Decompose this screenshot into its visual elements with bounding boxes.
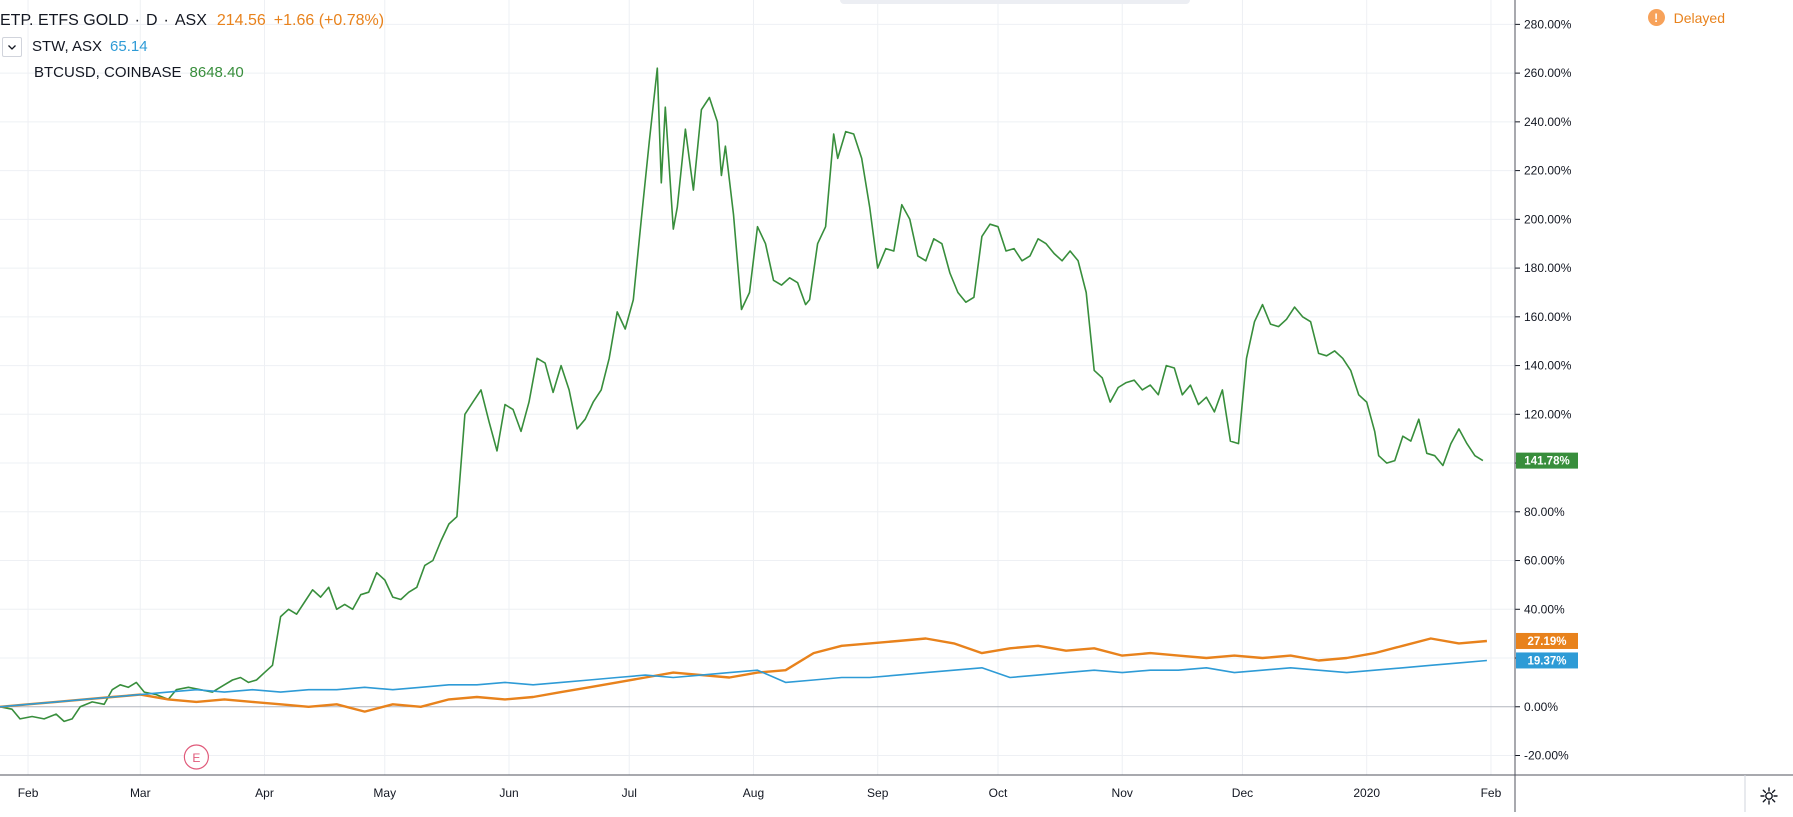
main-change: +1.66 (+0.78%) [273, 12, 385, 29]
legend: ETP. ETFS GOLD · D · ASX 214.56 +1.66 (+… [0, 8, 384, 86]
grid [0, 0, 1515, 775]
x-tick-label: Nov [1112, 786, 1133, 800]
top-toolbar-handle[interactable] [840, 0, 1190, 4]
last-value-label-stw: 19.37% [1527, 655, 1566, 667]
x-tick-label: Apr [255, 786, 274, 800]
main-price: 214.56 [216, 12, 266, 29]
y-tick-label: 260.00% [1524, 66, 1572, 80]
series-line-btc[interactable] [0, 67, 1484, 723]
legend-separator: · [163, 12, 169, 29]
last-value-label-gold: 27.19% [1527, 636, 1566, 648]
last-value-badge-btc [1516, 452, 1578, 469]
earnings-event-marker[interactable] [183, 744, 209, 770]
delayed-label: Delayed [1673, 9, 1725, 26]
y-tick-label: 120.00% [1524, 407, 1572, 421]
compare-symbol-btc[interactable]: BTCUSD, COINBASE [34, 64, 182, 81]
x-tick-label: 2020 [1353, 786, 1380, 800]
series-line-stw[interactable] [0, 659, 1487, 708]
compare-symbol-stw[interactable]: STW, ASX [32, 38, 103, 55]
y-tick-label: 160.00% [1524, 310, 1572, 324]
warning-icon: ! [1647, 9, 1665, 26]
x-tick-label: Feb [1481, 786, 1502, 800]
y-tick-label: 60.00% [1524, 554, 1565, 568]
chevron-down-icon[interactable] [2, 37, 22, 57]
last-value-label-btc: 141.78% [1524, 456, 1569, 468]
x-tick-label: Jul [622, 786, 637, 800]
y-tick-label: 220.00% [1524, 164, 1572, 178]
y-tick-label: 80.00% [1524, 505, 1565, 519]
legend-main-row[interactable]: ETP. ETFS GOLD · D · ASX 214.56 +1.66 (+… [0, 8, 384, 34]
main-interval[interactable]: D [145, 12, 158, 29]
x-tick-label: Jun [499, 786, 518, 800]
main-exchange: ASX [174, 12, 207, 29]
series-lines [0, 67, 1488, 723]
y-tick-label: 180.00% [1524, 261, 1572, 275]
y-tick-label: 280.00% [1524, 17, 1572, 31]
x-tick-label: Oct [989, 786, 1008, 800]
x-tick-label: Aug [743, 786, 764, 800]
y-tick-label: -20.00% [1524, 749, 1569, 763]
gear-icon[interactable] [1759, 786, 1779, 806]
y-tick-label: 240.00% [1524, 115, 1572, 129]
y-tick-label: 140.00% [1524, 359, 1572, 373]
y-tick-label: 0.00% [1524, 700, 1558, 714]
compare-value-stw: 65.14 [110, 38, 148, 55]
x-tick-label: Feb [18, 786, 39, 800]
compare-value-btc: 8648.40 [189, 64, 244, 81]
event-marker-label: E [192, 751, 200, 765]
x-tick-label: Mar [130, 786, 151, 800]
last-value-badge-gold [1516, 632, 1578, 649]
legend-separator: · [134, 12, 140, 29]
legend-compare-row-btc[interactable]: BTCUSD, COINBASE 8648.40 [34, 60, 384, 86]
y-tick-label: 200.00% [1524, 212, 1572, 226]
x-tick-label: May [373, 786, 396, 800]
x-tick-label: Dec [1232, 786, 1253, 800]
last-value-badge-stw [1516, 652, 1578, 669]
y-tick-label: 40.00% [1524, 602, 1565, 616]
x-tick-label: Sep [867, 786, 889, 800]
legend-compare-row-stw[interactable]: STW, ASX 65.14 [0, 34, 384, 60]
series-line-gold[interactable] [0, 637, 1488, 713]
main-symbol[interactable]: ETP. ETFS GOLD [0, 12, 129, 29]
delayed-indicator[interactable]: ! Delayed [1647, 9, 1725, 26]
